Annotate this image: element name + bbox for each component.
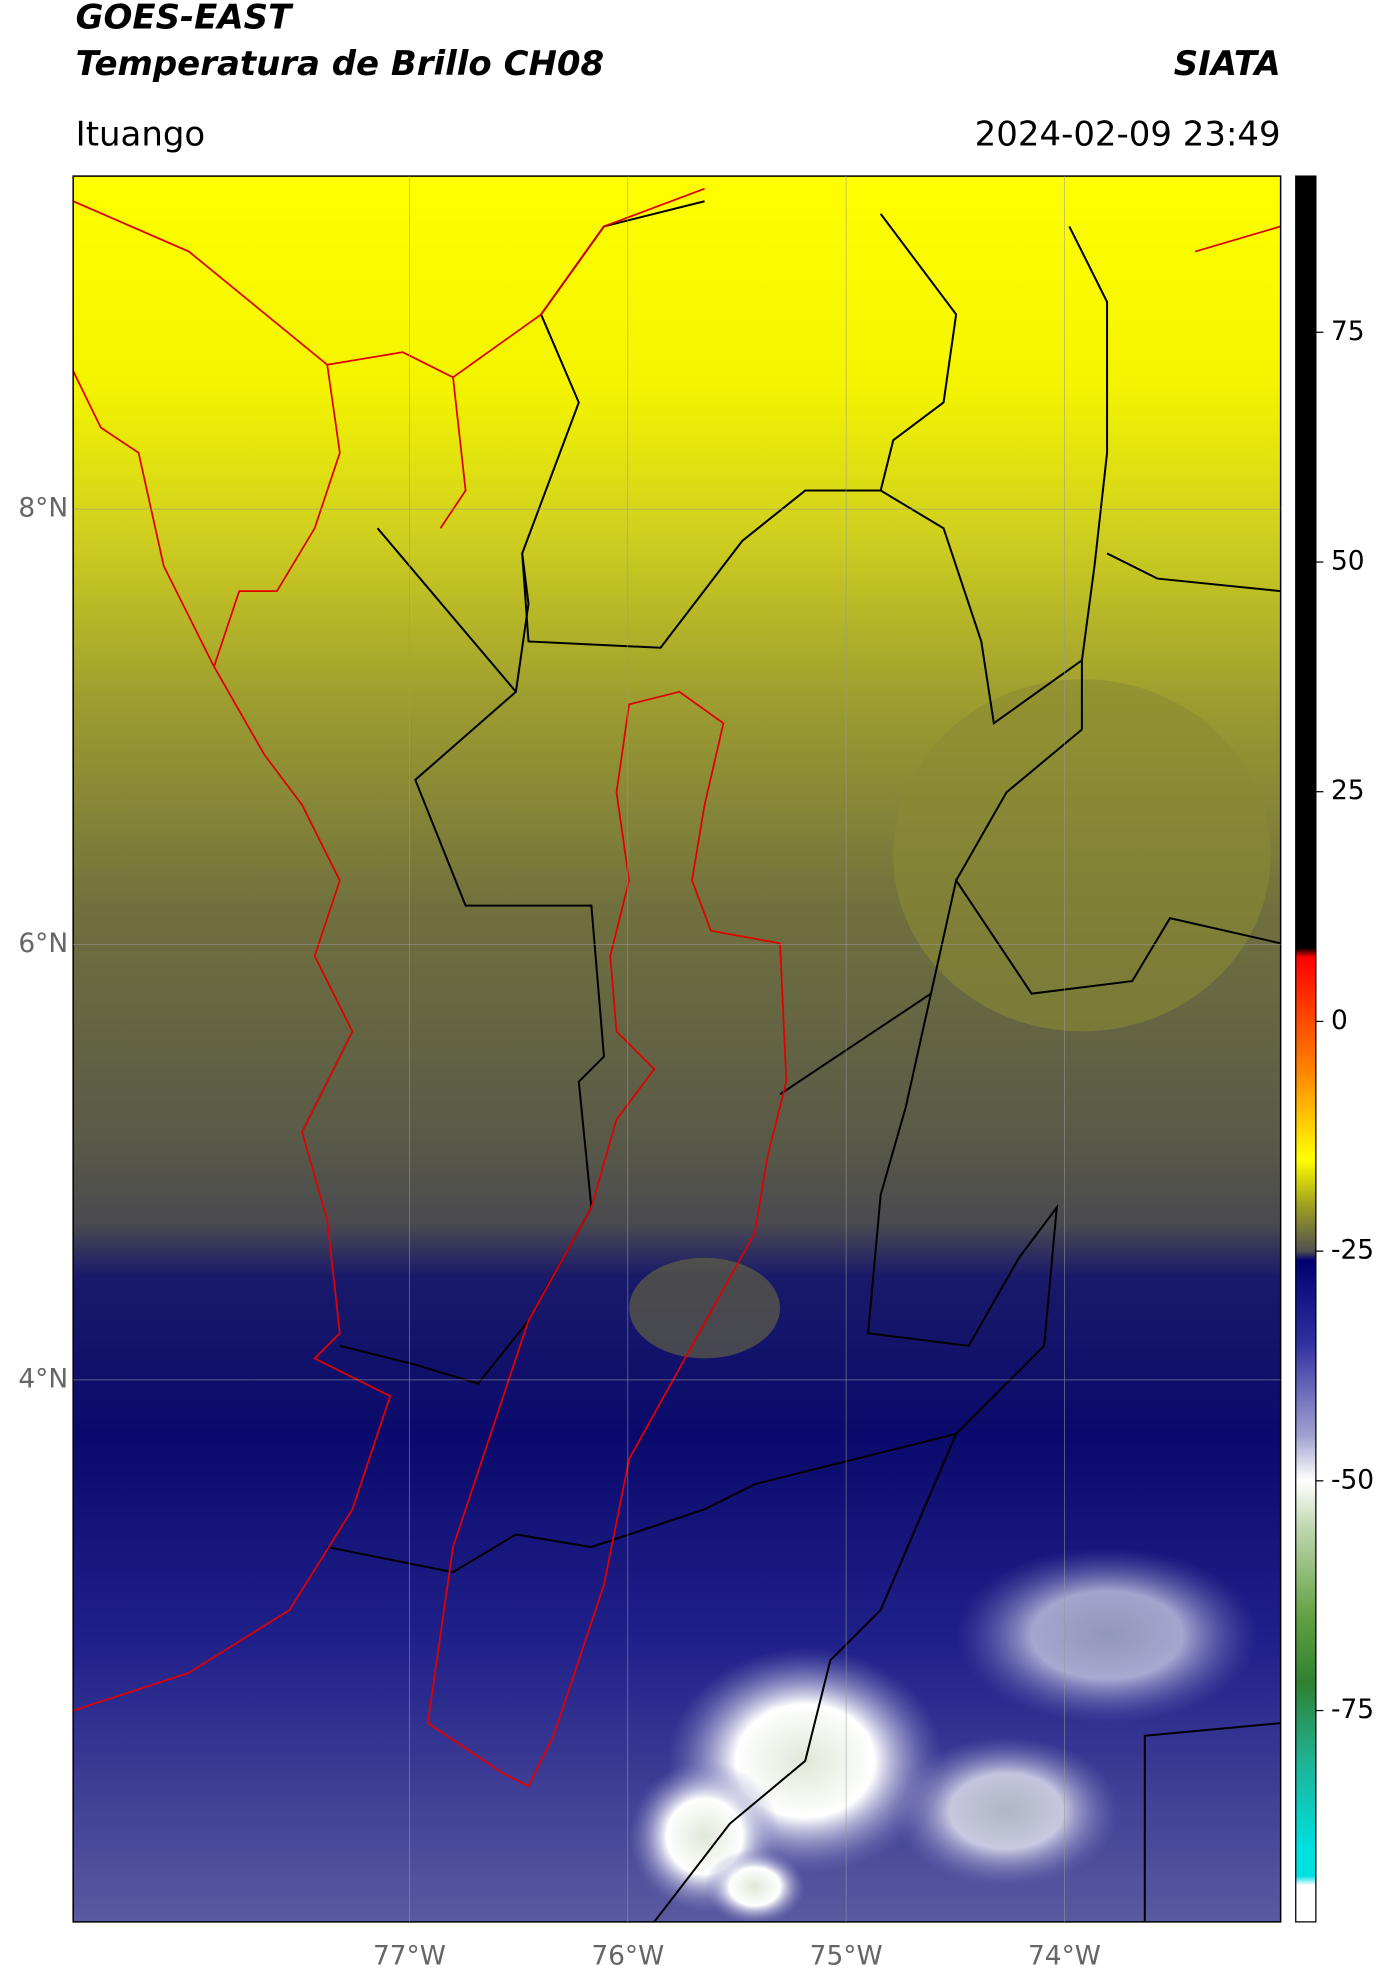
x-tick-label: 74°W [1028, 1941, 1101, 1972]
map-frame [72, 175, 1282, 1923]
title: GOES-EAST [76, 0, 294, 37]
x-tick-label: 75°W [810, 1941, 883, 1972]
y-tick-label: 4°N [18, 1363, 68, 1394]
colorbar-tick-label: 50 [1331, 546, 1365, 577]
colorbar-tick-label: 25 [1331, 775, 1365, 806]
y-tick-label: 6°N [18, 928, 68, 959]
colorbar-tick-label: -75 [1331, 1694, 1374, 1725]
subtitle: Temperatura de Brillo CH08 [76, 44, 604, 84]
colorbar-tick-label: -25 [1331, 1235, 1374, 1266]
colorbar [1295, 175, 1317, 1923]
y-tick-label: 8°N [18, 493, 68, 524]
colorbar-tick-label: -50 [1331, 1464, 1374, 1495]
map-field [73, 176, 1281, 1922]
datetime: 2024-02-09 23:49 [975, 114, 1281, 154]
location: Ituango [76, 114, 206, 154]
source: SIATA [1174, 44, 1281, 84]
colorbar-tick-label: 75 [1331, 316, 1365, 347]
x-tick-label: 77°W [373, 1941, 446, 1972]
colorbar-tick-label: 0 [1331, 1005, 1348, 1036]
x-tick-label: 76°W [591, 1941, 664, 1972]
